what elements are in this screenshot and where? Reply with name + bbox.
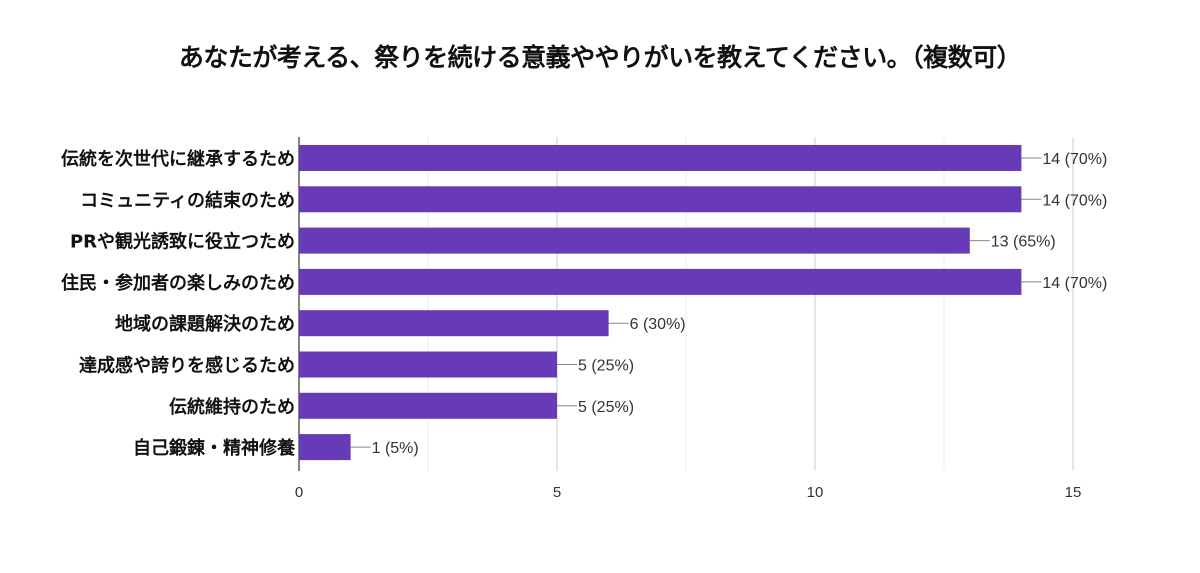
labels: 14 (70%) 伝統を次世代に継承するため 14 (70%) コミュニティの結束のた…: [61, 148, 1107, 501]
data-label: 1 (5%): [372, 440, 419, 457]
bars: [299, 145, 1042, 461]
bar: [299, 351, 557, 378]
category-label: 自己鍛錬・精神修養: [133, 437, 295, 459]
category-label: PRや観光誘致に役立つため: [70, 231, 295, 253]
bar: [299, 145, 1022, 171]
category-label: 伝統維持のため: [169, 396, 295, 418]
category-label: 地域の課題解決のため: [115, 313, 295, 335]
bar: [299, 186, 1022, 213]
data-label: 13 (65%): [991, 234, 1056, 251]
category-label: 達成感や誇りを感じるため: [79, 355, 295, 377]
data-label: 14 (70%): [1042, 275, 1107, 292]
bar: [299, 392, 557, 419]
data-label: 14 (70%): [1042, 192, 1107, 209]
category-label: 伝統を次世代に継承するため: [61, 148, 295, 170]
bar: [299, 227, 970, 254]
category-label: コミュニティの結束のため: [80, 189, 295, 211]
bar: [299, 434, 351, 461]
data-label: 6 (30%): [630, 316, 686, 333]
data-label: 5 (25%): [578, 358, 634, 375]
x-tick-label: 15: [1065, 484, 1082, 501]
chart-title: あなたが考える、祭りを続ける意義ややりがいを教えてください。（複数可）: [178, 43, 1022, 72]
data-label: 5 (25%): [578, 399, 634, 416]
x-tick-label: 0: [295, 484, 303, 501]
bar: [299, 310, 609, 337]
data-label: 14 (70%): [1042, 151, 1107, 168]
x-tick-label: 5: [553, 484, 561, 501]
bar: [299, 268, 1022, 295]
category-label: 住民・参加者の楽しみのため: [61, 272, 295, 294]
x-tick-label: 10: [807, 484, 824, 501]
